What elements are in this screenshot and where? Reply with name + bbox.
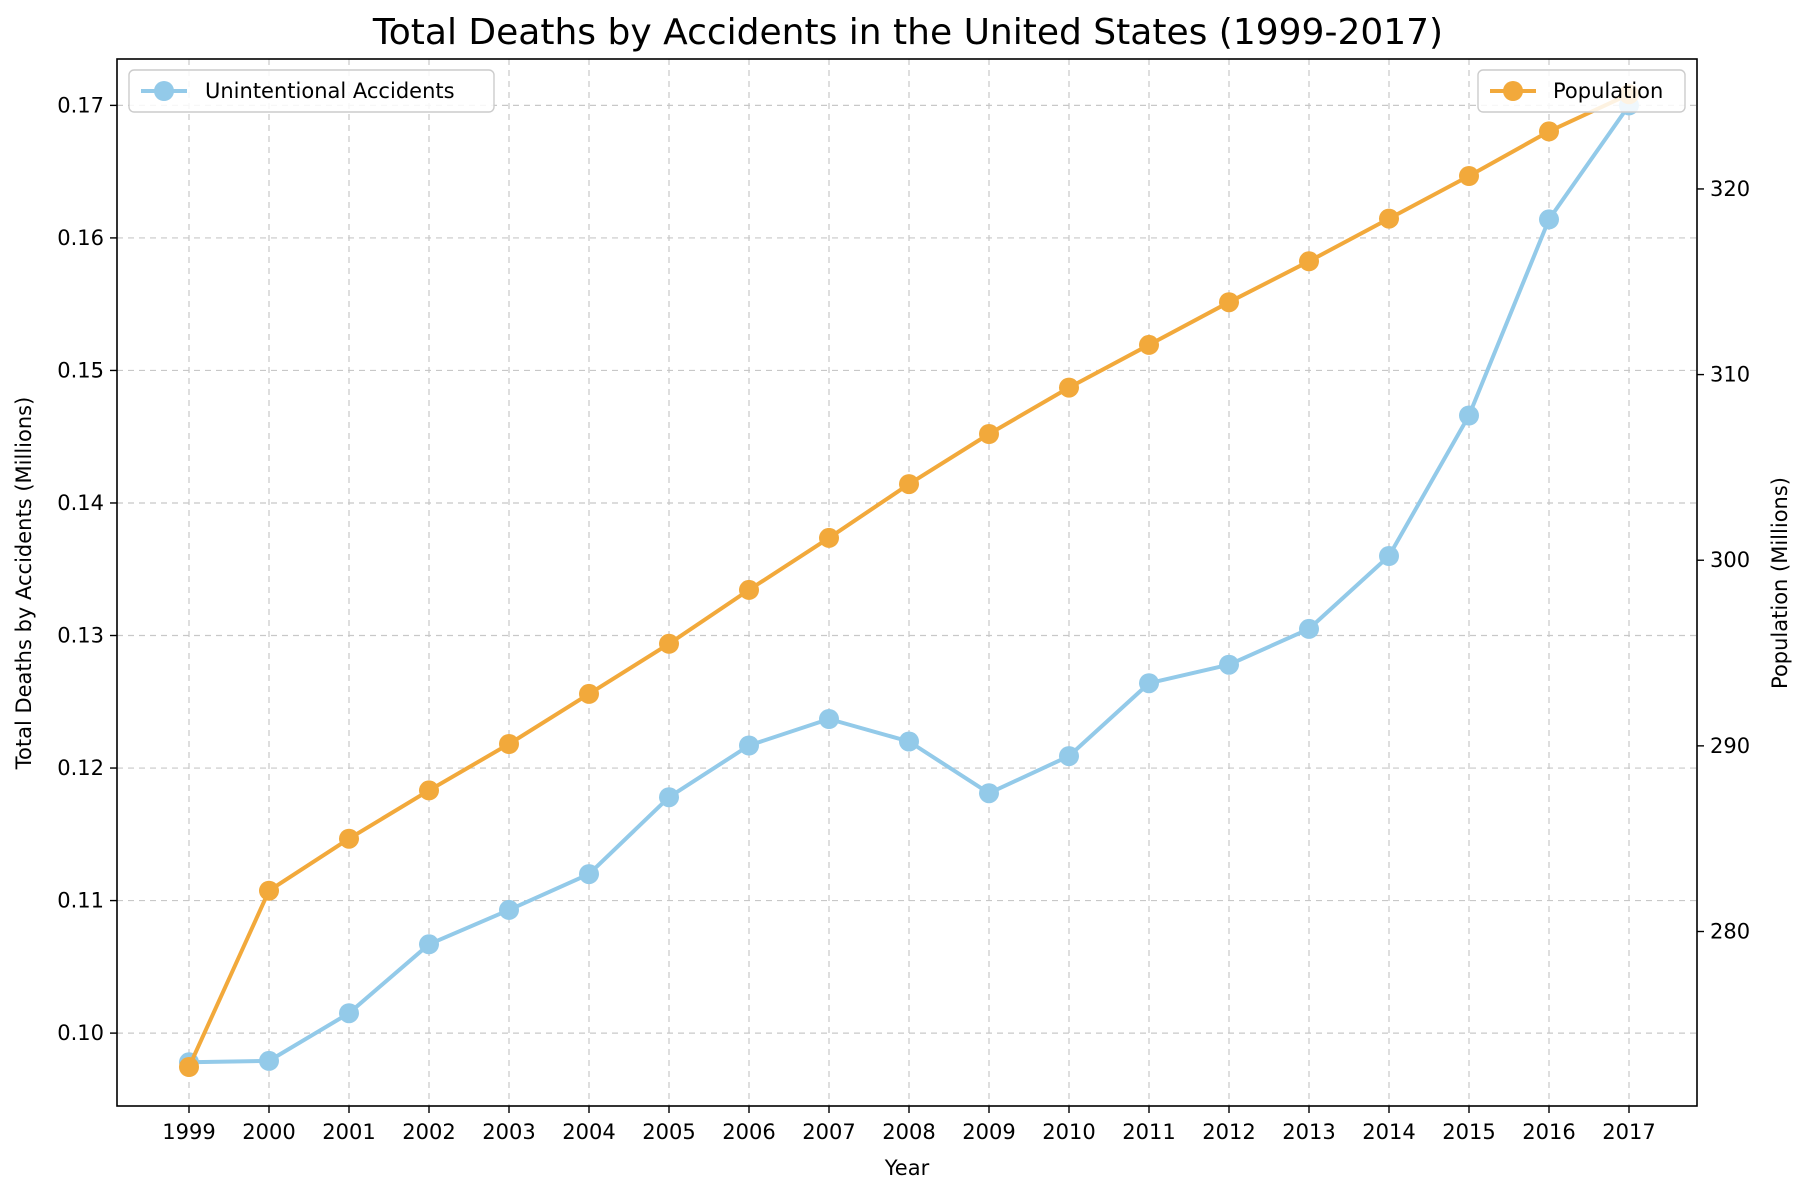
data-point-unintentional-accidents [339,1003,359,1024]
x-tick-label: 2007 [802,1120,855,1144]
data-point-unintentional-accidents [1219,654,1239,675]
data-point-population [1139,334,1159,355]
data-point-unintentional-accidents [1539,209,1559,230]
data-point-unintentional-accidents [499,899,519,920]
x-tick-label: 2017 [1602,1120,1655,1144]
data-point-unintentional-accidents [899,731,919,752]
plot-frame [116,58,1698,1107]
data-point-population [1539,121,1559,142]
legend-right-label: Population [1553,79,1663,103]
series-unintentional-accidents [179,95,1639,1073]
data-point-population [979,424,999,444]
legend-left: Unintentional Accidents [128,69,495,113]
x-tick-label: 2004 [562,1120,615,1144]
data-point-unintentional-accidents [739,735,759,756]
y-left-tick-label: 0.11 [57,889,104,913]
data-point-population [1299,251,1319,272]
data-point-unintentional-accidents [1379,546,1399,566]
data-point-population [739,579,759,600]
x-tick-label: 2015 [1442,1120,1495,1144]
legend-left-frame [128,69,495,113]
data-point-population [1059,377,1079,398]
data-point-unintentional-accidents [979,783,999,804]
y-right-tick-label: 300 [1710,548,1750,572]
y-left-tick-label: 0.15 [57,358,104,382]
y-axis-left-label: Total Deaths by Accidents (Millions) [12,397,36,771]
data-point-population [259,880,279,901]
x-tick-label: 1999 [162,1120,215,1144]
data-point-unintentional-accidents [1139,673,1159,694]
y-axis-left: 0.10 0.11 0.12 0.13 0.14 0.15 0.16 0.17 [57,93,117,1045]
y-left-tick-label: 0.13 [57,624,104,648]
x-axis: 1999 2000 2001 2002 2003 2004 2005 2006 2007 2008… [162,1106,1656,1144]
y-left-tick-label: 0.16 [57,226,104,250]
data-point-population [1459,166,1479,186]
legend-right-marker [1503,81,1523,101]
y-left-tick-label: 0.10 [57,1021,104,1045]
x-tick-label: 2006 [722,1120,775,1144]
data-point-population [579,683,599,704]
data-point-population [1379,208,1399,229]
x-tick-label: 2002 [402,1120,455,1144]
x-tick-label: 2011 [1122,1120,1175,1144]
x-tick-label: 2010 [1042,1120,1095,1144]
y-left-tick-label: 0.12 [57,756,104,780]
y-left-tick-label: 0.17 [57,93,104,117]
legend-left-label: Unintentional Accidents [205,79,455,103]
data-point-population [179,1057,199,1077]
x-tick-label: 2013 [1282,1120,1335,1144]
x-tick-label: 2001 [322,1120,375,1144]
data-point-unintentional-accidents [1299,618,1319,639]
x-tick-label: 2012 [1202,1120,1255,1144]
legend-right-frame [1477,69,1686,113]
data-point-population [339,828,359,849]
data-point-unintentional-accidents [579,864,599,885]
data-point-unintentional-accidents [259,1050,279,1071]
x-tick-label: 2009 [962,1120,1015,1144]
x-tick-label: 2000 [242,1120,295,1144]
x-tick-label: 2005 [642,1120,695,1144]
x-axis-label: Year [884,1156,930,1180]
legend-right: Population [1477,69,1686,113]
y-axis-right-label: Population (Millions) [1768,477,1792,689]
y-axis-right: 280 290 300 310 320 [1697,177,1750,944]
data-point-unintentional-accidents [1059,746,1079,767]
data-point-unintentional-accidents [819,709,839,729]
y-right-tick-label: 280 [1710,920,1750,944]
data-point-population [659,633,679,654]
y-right-tick-label: 290 [1710,734,1750,758]
x-tick-label: 2016 [1522,1120,1575,1144]
x-tick-label: 2008 [882,1120,935,1144]
legend-left-marker [154,81,174,101]
y-right-tick-label: 320 [1710,177,1750,201]
data-point-unintentional-accidents [1459,405,1479,426]
data-point-population [1219,292,1239,313]
data-point-population [419,780,439,801]
grid [117,59,1697,1106]
data-point-population [899,474,919,495]
data-point-population [819,527,839,548]
y-right-tick-label: 310 [1710,363,1750,387]
chart-title: Total Deaths by Accidents in the United … [372,12,1443,53]
x-tick-label: 2003 [482,1120,535,1144]
data-point-population [499,734,519,754]
y-left-tick-label: 0.14 [57,491,104,515]
x-tick-label: 2014 [1362,1120,1415,1144]
data-point-unintentional-accidents [659,787,679,808]
data-point-unintentional-accidents [419,934,439,955]
